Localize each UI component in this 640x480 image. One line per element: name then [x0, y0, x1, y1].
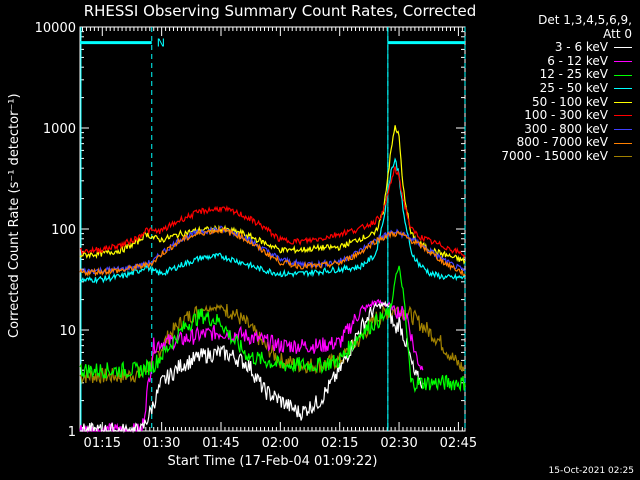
x-axis-label: Start Time (17-Feb-04 01:09:22): [167, 454, 378, 469]
legend-label: 3 - 6 keV: [554, 40, 608, 55]
legend-label: 7000 - 15000 keV: [501, 148, 608, 163]
legend-entry: 6 - 12 keV: [501, 53, 632, 69]
legend-swatch: [614, 142, 632, 144]
legend-entry: 12 - 25 keV: [501, 68, 632, 82]
x-tick-label-0115: 01:15: [84, 436, 121, 451]
legend-entry: 25 - 50 keV: [501, 80, 632, 96]
legend-swatch: [614, 129, 632, 131]
legend: Det 1,3,4,5,6,9, Att 0 3 - 6 keV 6 - 12 k…: [501, 13, 632, 164]
x-tick-label-0200: 02:00: [262, 436, 299, 451]
y-tick-label-100: 100: [51, 223, 76, 238]
series-line-300-800-kev: [79, 225, 466, 275]
legend-header-line-2: Att 0: [603, 26, 632, 41]
x-tick-label-0230: 02:30: [380, 436, 417, 451]
series-line-50-100-kev: [79, 125, 466, 265]
legend-label: 100 - 300 keV: [524, 108, 608, 123]
legend-label: 300 - 800 keV: [524, 121, 608, 136]
y-tick-label-1: 1: [68, 425, 76, 440]
x-tick-label-0215: 02:15: [321, 436, 358, 451]
legend-entry: 50 - 100 keV: [501, 94, 632, 110]
legend-label: 800 - 7000 keV: [516, 135, 608, 150]
legend-swatch: [614, 101, 632, 103]
legend-entry: 100 - 300 keV: [501, 109, 632, 123]
legend-entry: 300 - 800 keV: [501, 121, 632, 137]
y-tick-label-10: 10: [59, 324, 76, 339]
x-tick-label-0130: 01:30: [143, 436, 180, 451]
legend-header-line-1: Det 1,3,4,5,6,9,: [538, 13, 632, 27]
series-line-800-7000-kev: [79, 226, 466, 277]
legend-entry: 3 - 6 keV: [501, 41, 632, 55]
series-line-12-25-kev: [79, 265, 466, 393]
legend-entry: 800 - 7000 keV: [501, 136, 632, 150]
y-tick-label-1000: 1000: [43, 122, 76, 137]
legend-swatch: [614, 61, 632, 63]
series-line-6-12-kev: [79, 298, 424, 434]
x-tick-label-0245: 02:45: [440, 436, 477, 451]
legend-rows: 3 - 6 keV 6 - 12 keV 12 - 25 keV 25 - 50 ke…: [501, 41, 632, 163]
legend-swatch: [614, 156, 632, 158]
legend-label: 12 - 25 keV: [539, 67, 608, 82]
legend-swatch: [614, 47, 632, 49]
series-line-3-6-kev: [80, 300, 424, 434]
legend-swatch: [614, 115, 632, 117]
series-line-25-50-kev: [79, 157, 466, 285]
series-line-100-300-kev: [79, 166, 466, 259]
chart-title: RHESSI Observing Summary Count Rates, Co…: [83, 2, 477, 20]
y-tick-label-10000: 10000: [35, 21, 76, 36]
legend-label: 50 - 100 keV: [531, 94, 608, 109]
timestamp-footer: 15-Oct-2021 02:25: [548, 466, 634, 476]
legend-label: 25 - 50 keV: [539, 80, 608, 95]
flag-label-n: N: [157, 37, 165, 50]
legend-swatch: [614, 74, 632, 76]
x-tick-label-0145: 01:45: [202, 436, 239, 451]
legend-entry: 7000 - 15000 keV: [501, 148, 632, 164]
y-axis-label: Corrected Count Rate (s⁻¹ detector⁻¹): [7, 93, 22, 338]
legend-swatch: [614, 88, 632, 90]
legend-label: 6 - 12 keV: [547, 53, 608, 68]
